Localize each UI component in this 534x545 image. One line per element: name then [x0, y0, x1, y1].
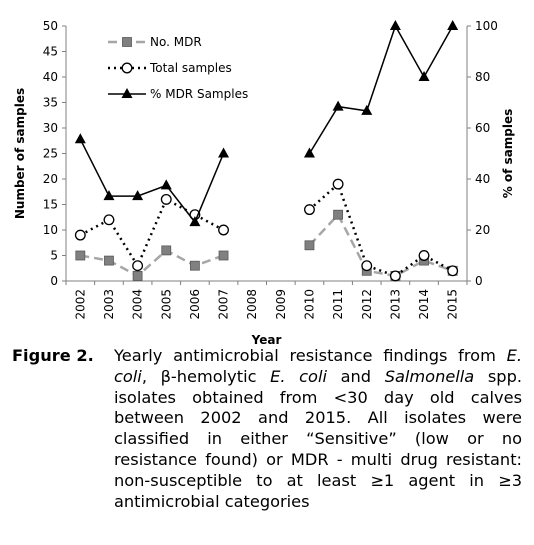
- legend-label: % MDR Samples: [150, 87, 248, 101]
- total-samples-point: [121, 62, 133, 74]
- series-line: [79, 197, 225, 269]
- caption-species: E. coli: [114, 346, 522, 386]
- total-samples-point: [103, 214, 115, 226]
- x-tick-label: 2012: [360, 289, 374, 320]
- caption-species: Salmonella: [384, 366, 475, 386]
- no-mdr-point: [104, 255, 114, 266]
- series-line: [308, 24, 454, 154]
- y-axis-title-left: Number of samples: [13, 88, 27, 219]
- y-tick-label-left: 45: [43, 45, 58, 59]
- no-mdr-point: [189, 260, 200, 271]
- caption-text: Yearly antimicrobial resistance findings…: [114, 346, 522, 512]
- y-tick-label-left: 35: [43, 96, 58, 110]
- total-samples-point: [389, 270, 401, 282]
- y-tick-label-right: 20: [475, 223, 490, 237]
- y-tick-label-left: 20: [43, 172, 58, 186]
- series-line: [79, 138, 225, 224]
- pct-mdr-point: [160, 179, 172, 190]
- total-samples-point: [160, 193, 172, 205]
- caption-part: , β-hemolytic: [141, 366, 271, 386]
- pct-mdr-point: [418, 71, 430, 81]
- no-mdr-point: [161, 245, 172, 256]
- y-axis-title-right: % of samples: [501, 109, 515, 199]
- y-tick-label-left: 50: [43, 19, 58, 33]
- x-tick-label: 2008: [245, 289, 259, 320]
- y-tick-label-left: 0: [50, 274, 58, 288]
- pct-mdr-point: [74, 133, 86, 144]
- x-tick-label: 2006: [188, 289, 202, 320]
- series-layer: [74, 20, 459, 282]
- y-tick-label-left: 5: [50, 249, 58, 263]
- total-samples-point: [218, 224, 229, 236]
- no-mdr-point: [304, 240, 315, 251]
- caption-species: E. coli: [270, 366, 327, 386]
- pct-mdr-point: [389, 20, 401, 30]
- series-line: [308, 181, 454, 278]
- pct-mdr-point: [121, 88, 133, 98]
- no-mdr-point: [122, 37, 132, 47]
- y-tick-label-left: 40: [43, 70, 58, 84]
- y-tick-label-right: 0: [475, 274, 483, 288]
- total-samples-point: [132, 260, 144, 272]
- total-samples-point: [418, 250, 430, 261]
- x-tick-label: 2010: [302, 289, 316, 320]
- total-samples-point: [74, 229, 86, 241]
- no-mdr-point: [333, 209, 344, 220]
- pct-mdr-point: [189, 216, 201, 227]
- caption-label: Figure 2.: [12, 346, 94, 365]
- y-tick-label-left: 25: [43, 147, 58, 161]
- legend-label: No. MDR: [150, 35, 202, 49]
- total-samples-point: [447, 265, 459, 277]
- x-axis-title: Year: [251, 333, 282, 345]
- pct-mdr-point: [303, 147, 315, 158]
- pct-mdr-point: [447, 20, 459, 30]
- y-tick-label-left: 15: [43, 198, 58, 212]
- y-tick-label-left: 30: [43, 121, 58, 135]
- x-tick-label: 2007: [217, 289, 231, 320]
- x-tick-label: 2011: [331, 289, 345, 320]
- total-samples-point: [332, 178, 344, 190]
- caption-part: Yearly antimicrobial resistance findings…: [114, 346, 507, 365]
- x-tick-label: 2009: [274, 289, 288, 320]
- pct-mdr-point: [218, 147, 230, 158]
- caption-part: spp. isolates obtained from <30 day old …: [114, 366, 522, 511]
- axes: 0 5 10 15 20 25 30 35 40 45 50 0 20 40 60 80 100 2002 2003…: [13, 19, 515, 345]
- legend-label: Total samples: [149, 61, 232, 75]
- y-tick-label-right: 80: [475, 70, 490, 84]
- total-samples-point: [304, 204, 315, 216]
- x-tick-label: 2004: [131, 289, 145, 320]
- caption-part: and: [326, 366, 385, 386]
- x-tick-label: 2003: [102, 289, 116, 320]
- pct-mdr-point: [332, 100, 344, 111]
- total-samples-point: [361, 260, 373, 272]
- pct-mdr-point: [361, 104, 373, 115]
- legend: No. MDR Total samples % MDR Samples: [108, 35, 248, 101]
- x-tick-label: 2013: [388, 289, 402, 320]
- x-tick-label: 2015: [446, 289, 460, 320]
- y-tick-label-right: 40: [475, 172, 490, 186]
- pct-mdr-point: [103, 190, 115, 201]
- figure-caption: Figure 2. Yearly antimicrobial resistanc…: [12, 346, 522, 512]
- no-mdr-point: [218, 250, 229, 261]
- no-mdr-point: [132, 270, 143, 281]
- y-tick-label-left: 10: [43, 223, 58, 237]
- pct-mdr-point: [132, 190, 144, 201]
- chart: 0 5 10 15 20 25 30 35 40 45 50 0 20 40 60 80 100 2002 2003…: [13, 19, 515, 345]
- series-line: [308, 212, 454, 278]
- y-tick-label-right: 100: [475, 19, 498, 33]
- x-tick-label: 2005: [159, 289, 173, 320]
- y-tick-label-right: 60: [475, 121, 490, 135]
- no-mdr-point: [75, 250, 86, 261]
- series-line: [80, 248, 224, 278]
- x-tick-label: 2002: [73, 289, 87, 320]
- x-tick-label: 2014: [417, 289, 431, 320]
